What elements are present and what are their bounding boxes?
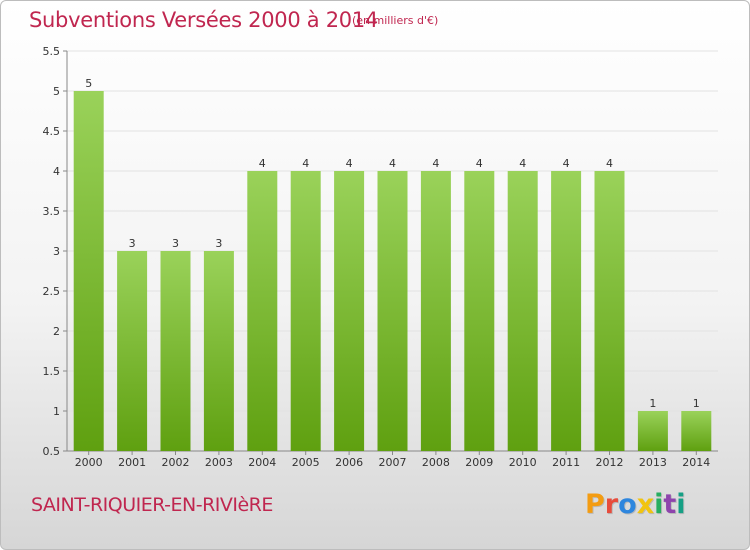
y-tick-label: 3.5 [43, 205, 61, 218]
x-tick-label: 2014 [682, 456, 710, 469]
logo-letter: i [676, 489, 686, 520]
x-tick-label: 2001 [118, 456, 146, 469]
bar [377, 171, 408, 451]
bar [420, 171, 451, 451]
x-tick-label: 2003 [205, 456, 233, 469]
x-tick-label: 2004 [248, 456, 276, 469]
bar [637, 411, 668, 451]
bar-data-label: 3 [215, 237, 222, 250]
bar-data-label: 4 [432, 157, 439, 170]
y-tick-label: 5.5 [43, 45, 61, 58]
x-tick-label: 2005 [292, 456, 320, 469]
x-tick-label: 2002 [162, 456, 190, 469]
x-tick-label: 2013 [639, 456, 667, 469]
logo-letter: t [663, 489, 677, 520]
bar [334, 171, 365, 451]
bar-data-label: 4 [302, 157, 309, 170]
y-tick-label: 1.5 [43, 365, 61, 378]
bar-data-label: 1 [649, 397, 656, 410]
y-tick-label: 4 [53, 165, 60, 178]
x-tick-label: 2008 [422, 456, 450, 469]
chart-title: Subventions Versées 2000 à 2014 [29, 8, 378, 32]
bar-data-label: 4 [389, 157, 396, 170]
y-tick-label: 4.5 [43, 125, 61, 138]
bar-data-label: 4 [519, 157, 526, 170]
bar-data-label: 4 [606, 157, 613, 170]
x-tick-label: 2010 [509, 456, 537, 469]
x-tick-label: 2000 [75, 456, 103, 469]
bar [73, 91, 104, 451]
y-tick-label: 1 [53, 405, 60, 418]
x-tick-label: 2006 [335, 456, 363, 469]
bar-data-label: 4 [563, 157, 570, 170]
labels: 5 2000 3 2001 3 2002 3 2003 4 2004 4 2005 4 2006 4 2007… [75, 77, 711, 469]
bar-data-label: 1 [693, 397, 700, 410]
logo-letter: r [604, 489, 619, 520]
x-tick-label: 2012 [596, 456, 624, 469]
logo-letter: o [618, 489, 637, 520]
x-tick-label: 2009 [465, 456, 493, 469]
bar [681, 411, 712, 451]
bar [507, 171, 538, 451]
bar-data-label: 4 [346, 157, 353, 170]
bar-data-label: 3 [129, 237, 136, 250]
bar-data-label: 4 [259, 157, 266, 170]
y-tick-label: 5 [53, 85, 60, 98]
bar [117, 251, 148, 451]
bar-data-label: 3 [172, 237, 179, 250]
y-tick-label: 0.5 [43, 445, 61, 458]
bar [551, 171, 582, 451]
y-tick-label: 3 [53, 245, 60, 258]
y-tick-label: 2.5 [43, 285, 61, 298]
y-tick-label: 2 [53, 325, 60, 338]
x-tick-label: 2011 [552, 456, 580, 469]
bar [464, 171, 495, 451]
proxiti-logo: Proxiti [585, 489, 686, 520]
bar [247, 171, 278, 451]
bar-data-label: 4 [476, 157, 483, 170]
bar-data-label: 5 [85, 77, 92, 90]
commune-name: SAINT-RIQUIER-EN-RIVIèRE [31, 494, 273, 516]
bar [594, 171, 625, 451]
bar [203, 251, 234, 451]
logo-letter: x [636, 489, 655, 520]
bars [73, 91, 712, 451]
x-tick-label: 2007 [379, 456, 407, 469]
bar [290, 171, 321, 451]
logo-letter: P [585, 489, 605, 520]
logo-letter: i [654, 489, 664, 520]
chart-unit: (en milliers d'€) [352, 14, 439, 27]
bar [160, 251, 191, 451]
